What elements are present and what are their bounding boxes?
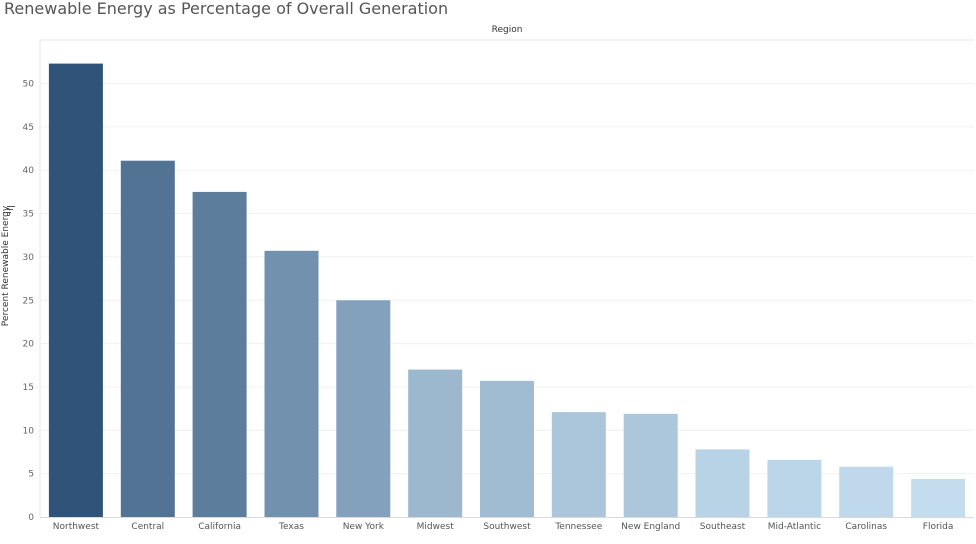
bar-mid-atlantic [767,459,822,517]
x-tick-label: Texas [278,522,304,532]
y-tick-label: 50 [23,80,35,90]
y-tick-label: 20 [23,340,35,350]
y-tick-label: 40 [23,166,35,176]
y-tick-label: 45 [23,123,34,133]
y-tick-label: 5 [28,470,34,480]
bar-new-york [336,300,391,518]
bar-california [192,191,247,517]
bar-texas [264,250,319,518]
x-tick-label: New England [621,522,680,532]
y-tick-label: 25 [23,296,34,306]
y-tick-label: 30 [23,253,35,263]
bar-florida [911,478,966,517]
bar-central [120,160,175,517]
bar-carolinas [839,466,894,517]
sort-descending-icon[interactable] [7,206,15,216]
y-tick-label: 35 [23,210,34,220]
x-tick-label: Mid-Atlantic [768,522,821,532]
x-tick-label: California [198,522,241,532]
y-tick-label: 10 [23,426,35,436]
x-tick-label: Tennessee [554,522,602,532]
bar-tennessee [551,412,606,517]
bar-southwest [480,380,534,517]
x-tick-label: Midwest [417,522,455,532]
bar-midwest [408,369,463,517]
bar-northwest [48,63,103,517]
x-tick-label: New York [343,522,385,532]
chart-title: Renewable Energy as Percentage of Overal… [4,0,449,18]
column-header-region: Region [491,25,523,35]
x-tick-label: Florida [923,522,954,532]
x-tick-label: Carolinas [845,522,887,532]
x-tick-label: Southeast [700,522,746,532]
bar-new-england [623,413,678,517]
y-tick-label: 0 [28,513,34,523]
x-tick-label: Southwest [483,522,531,532]
y-tick-label: 15 [23,383,34,393]
x-tick-label: Northwest [53,522,100,532]
x-tick-label: Central [131,522,164,532]
bar-southeast [695,449,750,517]
